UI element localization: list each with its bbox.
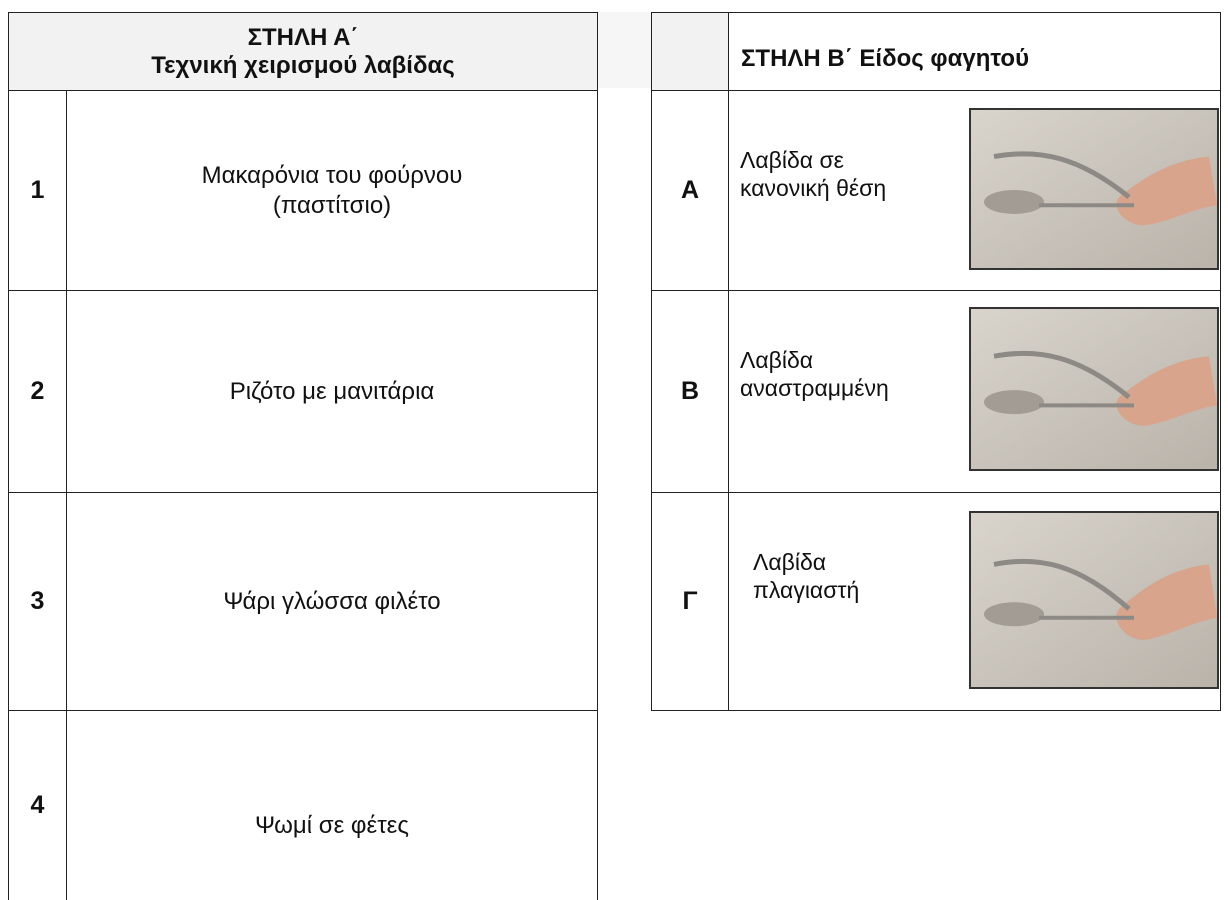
label-line: πλαγιαστή [753, 577, 860, 603]
photo [969, 511, 1219, 689]
row-number: 1 [8, 90, 67, 291]
text-line: Μακαρόνια του φούρνου [201, 161, 463, 189]
row-text: Ριζότο με μανιτάρια [66, 290, 598, 493]
label-line: Λαβίδα [753, 549, 827, 575]
row-letter: Α [651, 90, 729, 291]
photo [969, 108, 1219, 270]
photo [969, 307, 1219, 471]
row-label: Λαβίδα αναστραμμένη [740, 346, 960, 402]
row-letter: Γ [651, 492, 729, 711]
label-line: Λαβίδα σε [740, 147, 844, 173]
row-label: Λαβίδα σε κανονική θέση [740, 146, 960, 202]
row-letter: Β [651, 290, 729, 493]
text-line: Ψωμί σε φέτες [255, 811, 409, 839]
text-line: (παστίτσιο) [272, 191, 392, 219]
header-cell: ΣΤΗΛΗ Β΄ Είδος φαγητού [728, 12, 1221, 91]
label-line: αναστραμμένη [740, 375, 889, 401]
row-text: Ψάρι γλώσσα φιλέτο [66, 492, 598, 711]
tongs-photo [969, 307, 1219, 471]
header-line: ΣΤΗΛΗ Α΄ [247, 23, 359, 51]
tongs-photo [969, 108, 1219, 270]
tongs-photo [969, 511, 1219, 689]
label-line: Λαβίδα [740, 347, 814, 373]
row-number: 2 [8, 290, 67, 493]
gap-shade [597, 12, 652, 88]
header-line: Τεχνική χειρισμού λαβίδας [151, 51, 455, 79]
row-text: Μακαρόνια του φούρνου (παστίτσιο) [66, 90, 598, 291]
text-line: Ριζότο με μανιτάρια [229, 377, 435, 405]
row-number: 3 [8, 492, 67, 711]
row-label: Λαβίδα πλαγιαστή [753, 548, 973, 604]
header-corner [651, 12, 729, 91]
text-line: Ψάρι γλώσσα φιλέτο [223, 587, 441, 615]
row-text: Ψωμί σε φέτες [66, 710, 598, 900]
label-line: κανονική θέση [740, 175, 887, 201]
row-cell [728, 492, 1221, 711]
row-number: 4 [8, 710, 67, 900]
header-cell: ΣΤΗΛΗ Α΄ Τεχνική χειρισμού λαβίδας [8, 12, 598, 91]
